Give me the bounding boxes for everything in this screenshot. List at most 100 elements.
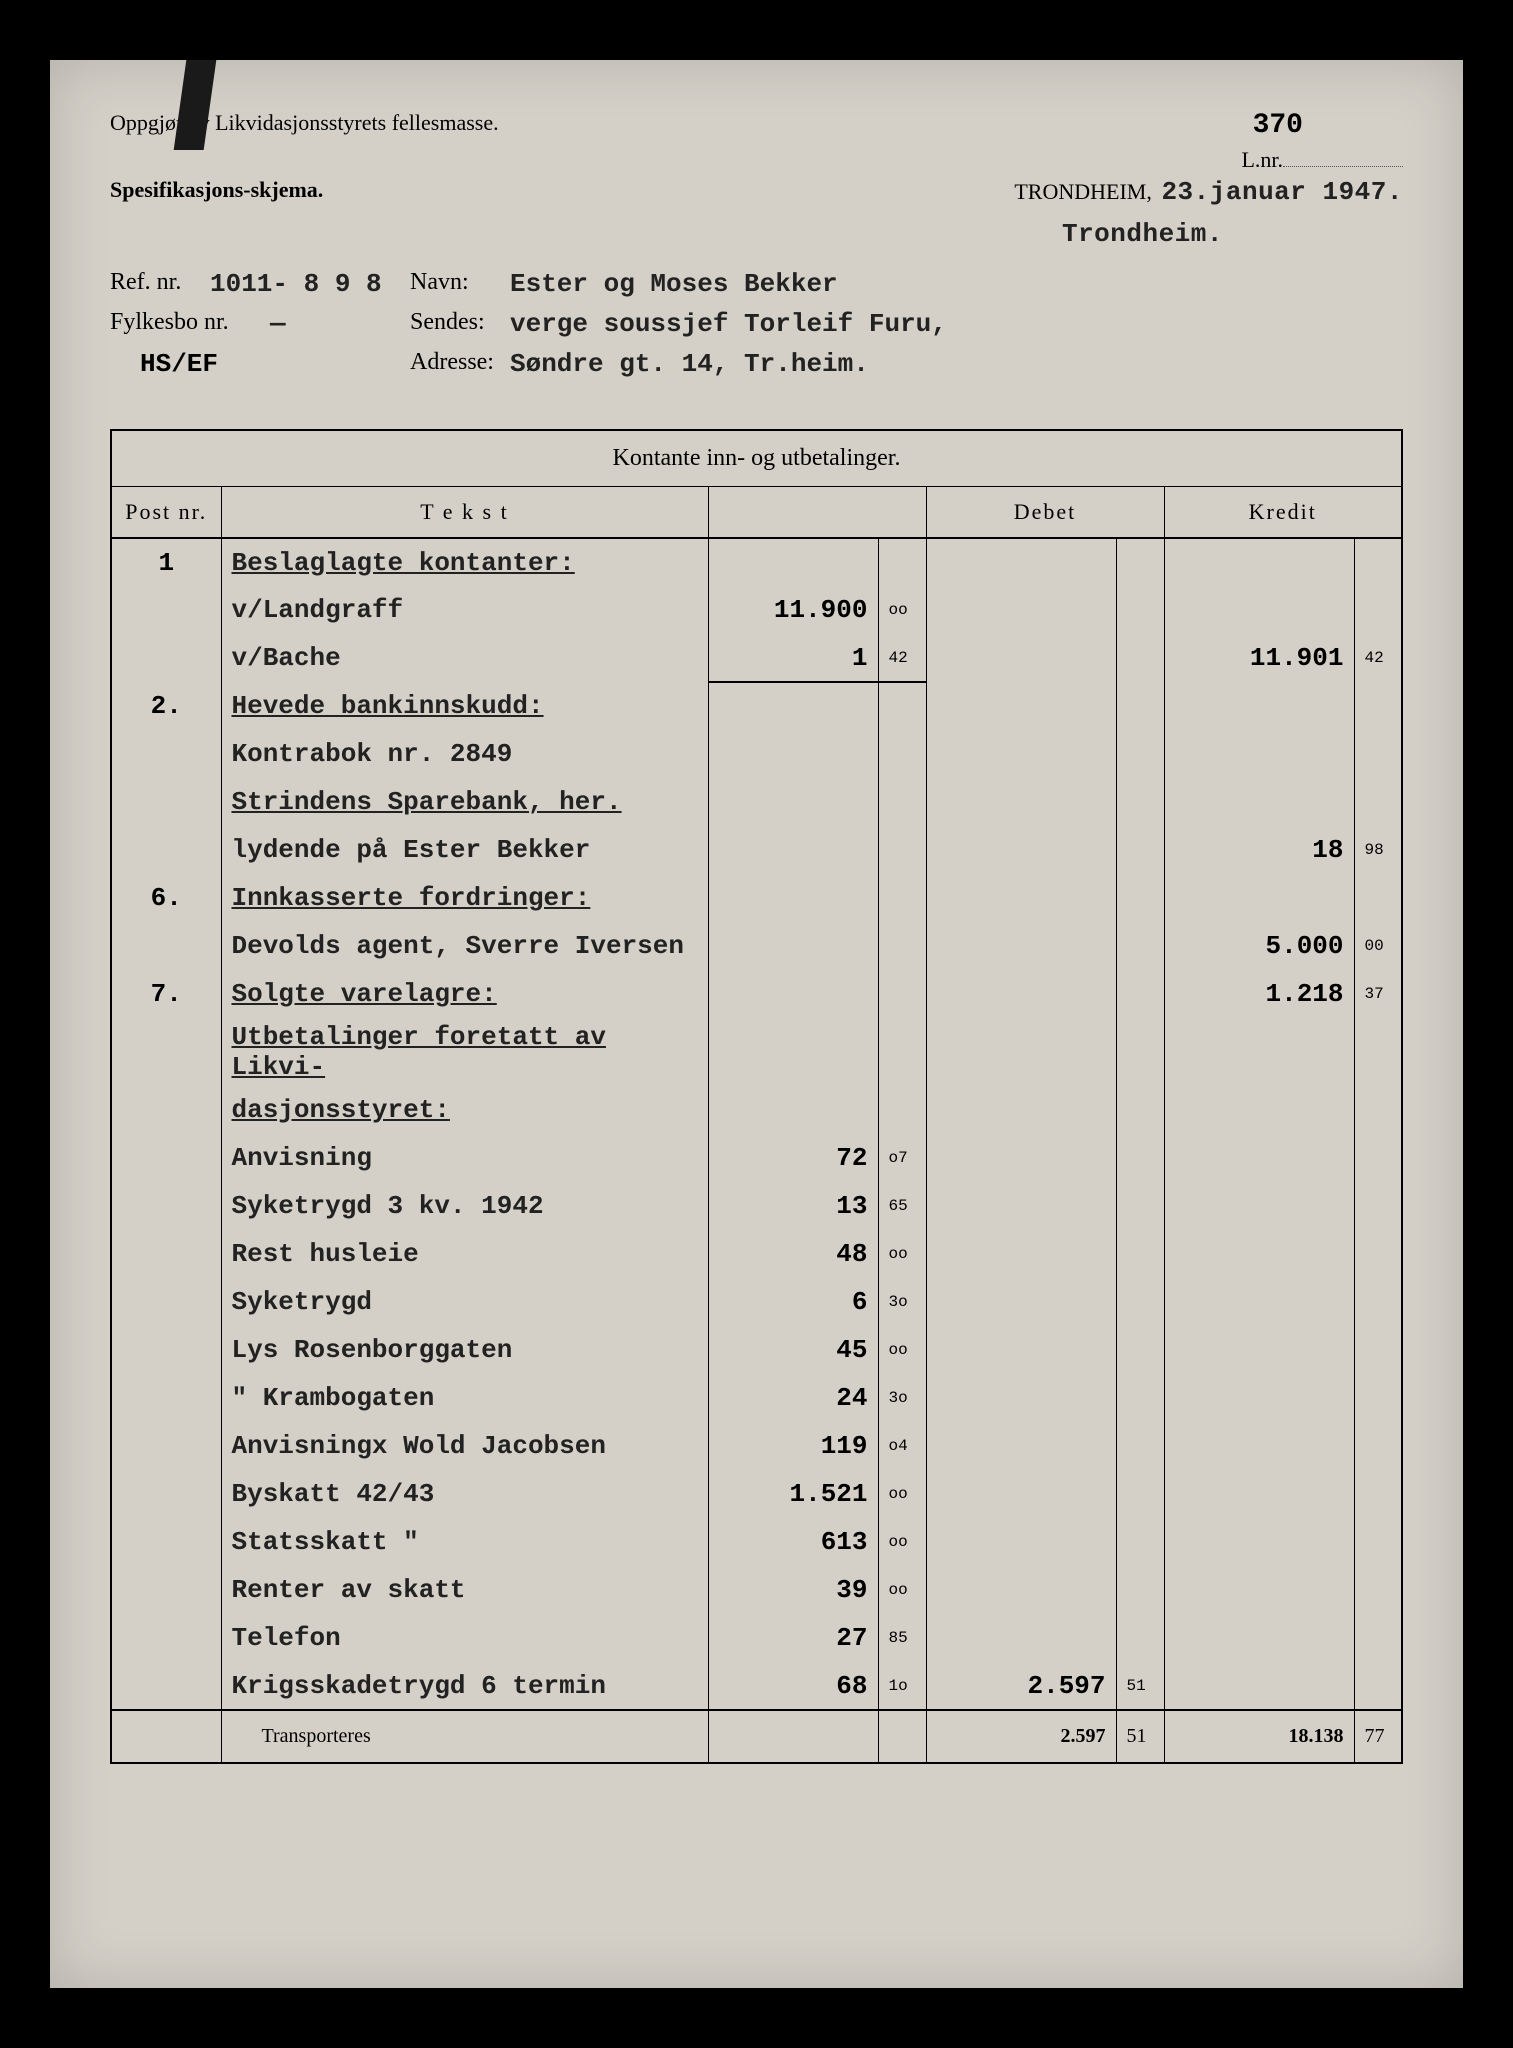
- table-row: Strindens Sparebank, her.: [111, 778, 1402, 826]
- cell-kredit-main: [1164, 874, 1354, 922]
- cell-tekst: " Krambogaten: [221, 1374, 708, 1422]
- lnr-label: L.nr.: [1241, 147, 1283, 172]
- cell-sub-cents: 42: [878, 634, 926, 682]
- cell-kredit-cents: [1354, 586, 1402, 634]
- cell-sub-main: 119: [708, 1422, 878, 1470]
- cell-debet-main: [926, 1182, 1116, 1230]
- table-row: Anvisning72o7: [111, 1134, 1402, 1182]
- cell-debet-main: [926, 538, 1116, 586]
- transport-debet-m: 2.597: [926, 1710, 1116, 1763]
- table-row: Krigsskadetrygd 6 termin681o2.59751: [111, 1662, 1402, 1710]
- cell-debet-cents: [1116, 874, 1164, 922]
- cell-kredit-cents: 37: [1354, 970, 1402, 1018]
- cell-debet-cents: [1116, 1278, 1164, 1326]
- cell-debet-main: [926, 922, 1116, 970]
- table-row: v/Landgraff11.900oo: [111, 586, 1402, 634]
- cell-post: [111, 1614, 221, 1662]
- cell-kredit-main: 11.901: [1164, 634, 1354, 682]
- cell-post: 7.: [111, 970, 221, 1018]
- cell-tekst: Lys Rosenborggaten: [221, 1326, 708, 1374]
- cell-post: [111, 826, 221, 874]
- cell-debet-main: [926, 778, 1116, 826]
- fylkesbo-label: Fylkesbo nr.: [110, 309, 270, 339]
- document-page: Oppgjør av Likvidasjonsstyrets fellesmas…: [50, 60, 1463, 1988]
- cell-post: [111, 1018, 221, 1086]
- cell-debet-main: [926, 1278, 1116, 1326]
- cell-debet-main: [926, 1230, 1116, 1278]
- cell-post: [111, 1470, 221, 1518]
- cell-post: [111, 1086, 221, 1134]
- cell-sub-cents: [878, 970, 926, 1018]
- cell-debet-cents: [1116, 682, 1164, 730]
- cell-kredit-cents: 98: [1354, 826, 1402, 874]
- fylkesbo-value: —: [270, 309, 286, 339]
- cell-debet-main: [926, 1614, 1116, 1662]
- cell-kredit-main: [1164, 1422, 1354, 1470]
- cell-kredit-cents: [1354, 1662, 1402, 1710]
- cell-tekst: Syketrygd 3 kv. 1942: [221, 1182, 708, 1230]
- cell-post: [111, 634, 221, 682]
- cell-sub-cents: oo: [878, 586, 926, 634]
- cell-sub-cents: [878, 730, 926, 778]
- header-block: Oppgjør av Likvidasjonsstyrets fellesmas…: [110, 110, 1403, 173]
- table-row: 2.Hevede bankinnskudd:: [111, 682, 1402, 730]
- navn-value: Ester og Moses Bekker: [510, 269, 838, 299]
- cell-post: [111, 1134, 221, 1182]
- cell-sub-cents: o4: [878, 1422, 926, 1470]
- cell-kredit-cents: [1354, 1566, 1402, 1614]
- table-row: Telefon2785: [111, 1614, 1402, 1662]
- cell-sub-cents: 3o: [878, 1278, 926, 1326]
- adresse-value: Søndre gt. 14, Tr.heim.: [510, 349, 869, 379]
- cell-tekst: dasjonsstyret:: [221, 1086, 708, 1134]
- cell-tekst: Anvisningx Wold Jacobsen: [221, 1422, 708, 1470]
- cell-sub-cents: [878, 682, 926, 730]
- cell-debet-main: [926, 1086, 1116, 1134]
- transport-label: Transporteres: [221, 1710, 708, 1763]
- cell-debet-main: [926, 1470, 1116, 1518]
- cell-kredit-main: 1.218: [1164, 970, 1354, 1018]
- header-title-2: Spesifikasjons-skjema.: [110, 177, 323, 203]
- cell-kredit-main: [1164, 538, 1354, 586]
- ref-value: 1011- 8 9 8: [210, 269, 382, 299]
- cell-kredit-main: [1164, 778, 1354, 826]
- cell-post: [111, 922, 221, 970]
- table-row: Kontrabok nr. 2849: [111, 730, 1402, 778]
- table-row: Devolds agent, Sverre Iversen5.00000: [111, 922, 1402, 970]
- cell-debet-main: [926, 1326, 1116, 1374]
- col-sub-header: [708, 487, 926, 539]
- cell-tekst: lydende på Ester Bekker: [221, 826, 708, 874]
- cell-sub-cents: oo: [878, 1230, 926, 1278]
- cell-sub-cents: oo: [878, 1566, 926, 1614]
- cell-tekst: Rest husleie: [221, 1230, 708, 1278]
- cell-tekst: Kontrabok nr. 2849: [221, 730, 708, 778]
- cell-kredit-main: [1164, 1086, 1354, 1134]
- cell-kredit-cents: [1354, 538, 1402, 586]
- cell-kredit-main: [1164, 682, 1354, 730]
- cell-tekst: Beslaglagte kontanter:: [221, 538, 708, 586]
- cell-tekst: Utbetalinger foretatt av Likvi-: [221, 1018, 708, 1086]
- cell-sub-cents: 65: [878, 1182, 926, 1230]
- cell-kredit-main: 18: [1164, 826, 1354, 874]
- cell-sub-main: 1: [708, 634, 878, 682]
- cell-post: 6.: [111, 874, 221, 922]
- cell-kredit-main: [1164, 1278, 1354, 1326]
- cell-post: [111, 1374, 221, 1422]
- table-row: Lys Rosenborggaten45oo: [111, 1326, 1402, 1374]
- col-post-header: Post nr.: [111, 487, 221, 539]
- cell-sub-main: 48: [708, 1230, 878, 1278]
- cell-debet-cents: [1116, 1614, 1164, 1662]
- cell-debet-cents: [1116, 1422, 1164, 1470]
- cell-sub-main: 39: [708, 1566, 878, 1614]
- cell-sub-main: [708, 826, 878, 874]
- cell-debet-cents: [1116, 1182, 1164, 1230]
- cell-debet-cents: [1116, 730, 1164, 778]
- cell-post: [111, 586, 221, 634]
- cell-kredit-cents: [1354, 1134, 1402, 1182]
- cell-kredit-main: [1164, 1182, 1354, 1230]
- cell-sub-cents: [878, 778, 926, 826]
- cell-debet-main: [926, 1374, 1116, 1422]
- transport-kredit-c: 77: [1354, 1710, 1402, 1763]
- cell-tekst: Devolds agent, Sverre Iversen: [221, 922, 708, 970]
- cell-tekst: Solgte varelagre:: [221, 970, 708, 1018]
- cell-debet-main: [926, 682, 1116, 730]
